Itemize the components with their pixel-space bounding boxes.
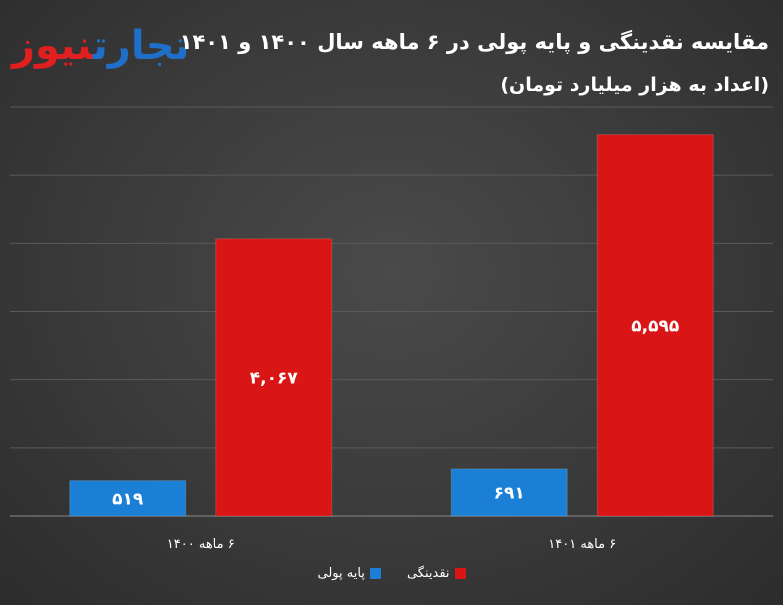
legend-swatch-monetary-base	[369, 568, 381, 579]
legend-item-monetary-base: پایه پولی	[318, 566, 381, 581]
bar	[596, 134, 714, 517]
logo-text-red: نیوز	[12, 23, 94, 69]
legend-label-monetary-base: پایه پولی	[317, 566, 365, 581]
data-label: ۴,۰۶۷	[250, 368, 299, 388]
chart-title: مقایسه نقدینگی و پایه پولی در ۶ ماهه سال…	[179, 30, 769, 54]
data-label: ۵,۵۹۵	[631, 316, 679, 336]
legend-swatch-liquidity	[454, 568, 466, 579]
data-label: ۶۹۱	[494, 483, 525, 503]
legend-item-liquidity: نقدینگی	[407, 566, 466, 581]
logo-text-blue: تجارت	[92, 23, 191, 69]
bar	[450, 468, 568, 517]
brand-logo: تجارتنیوز	[12, 22, 191, 70]
legend-label-liquidity: نقدینگی	[406, 566, 450, 581]
bar	[69, 480, 187, 517]
data-label: ۵۱۹	[112, 489, 144, 509]
chart-subtitle: (اعداد به هزار میلیارد تومان)	[500, 74, 769, 96]
x-tick-label: ۶ ماهه ۱۴۰۰	[167, 537, 235, 552]
chart-legend: نقدینگی پایه پولی	[0, 566, 783, 581]
x-tick-label: ۶ ماهه ۱۴۰۱	[548, 537, 616, 552]
bar	[215, 238, 333, 517]
